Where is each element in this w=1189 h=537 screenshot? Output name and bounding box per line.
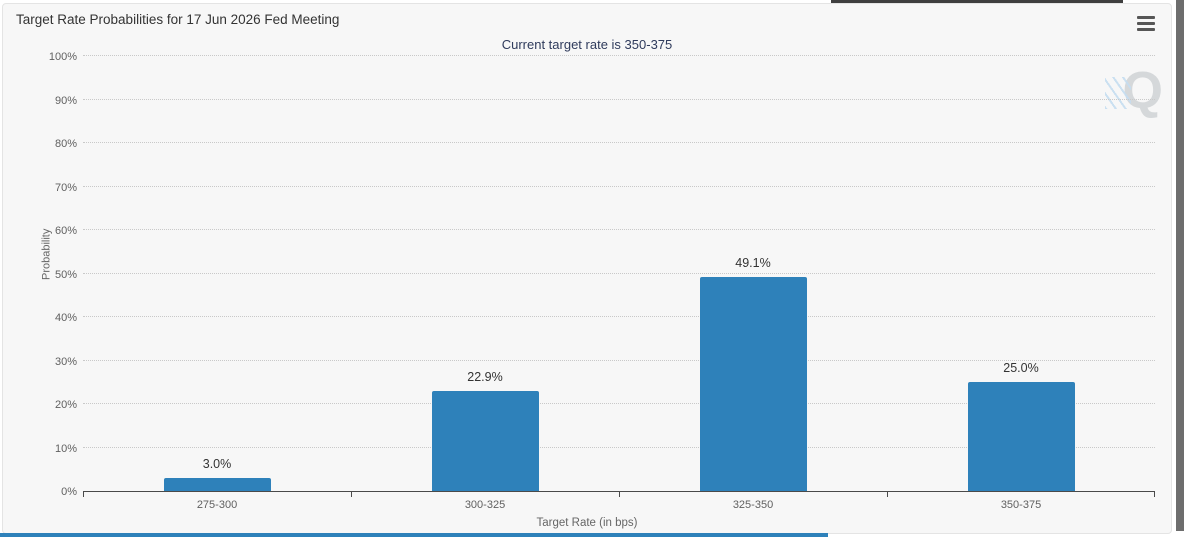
watermark-hatch-icon <box>1104 77 1131 110</box>
x-axis-tick <box>887 492 888 497</box>
bar-value-label: 25.0% <box>1003 361 1039 376</box>
bar-275-300[interactable] <box>163 477 271 491</box>
vertical-scrollbar-thumb[interactable] <box>1176 0 1184 531</box>
gridline <box>83 98 1155 100</box>
y-tick-label: 30% <box>54 355 77 368</box>
gridline <box>83 142 1155 143</box>
y-tick-label: 20% <box>54 399 77 411</box>
gridline <box>83 55 1155 56</box>
x-axis-tick <box>83 492 84 497</box>
x-category-label: 350-375 <box>1000 499 1042 511</box>
bottom-blue-strip <box>0 533 828 537</box>
x-category-label: 300-325 <box>464 499 506 511</box>
y-tick-label: 70% <box>54 181 77 194</box>
gridline <box>83 316 1155 317</box>
x-axis-tick <box>1154 492 1155 497</box>
chart-card: Target Rate Probabilities for 17 Jun 202… <box>2 3 1172 534</box>
hamburger-bar <box>1137 27 1155 31</box>
bar-value-label: 22.9% <box>467 370 503 385</box>
y-tick-label: 90% <box>54 94 77 107</box>
plot-area: Probability Q 0% 10% 20% 30% 40% 50% 60% 70% 80%… <box>41 51 1163 511</box>
hamburger-bar <box>1137 21 1155 26</box>
chart-subtitle: Current target rate is 350-375 <box>501 37 673 52</box>
x-axis-title: Target Rate (in bps) <box>536 517 638 529</box>
window-top-edge-line <box>831 0 1123 3</box>
gridline <box>83 272 1155 274</box>
y-tick-label: 100% <box>48 51 77 63</box>
y-tick-label: 80% <box>54 138 77 150</box>
bar-value-label: 49.1% <box>735 256 771 271</box>
x-axis-tick <box>351 492 352 497</box>
gridline <box>83 359 1155 361</box>
bar-325-350[interactable] <box>699 277 807 491</box>
x-axis-tick <box>619 492 620 497</box>
y-tick-label: 60% <box>54 225 77 237</box>
gridline <box>83 185 1155 187</box>
x-category-label: 275-300 <box>196 499 238 511</box>
quikstrike-watermark: Q <box>1104 65 1163 117</box>
chart-title: Target Rate Probabilities for 17 Jun 202… <box>16 12 340 27</box>
bar-300-325[interactable] <box>431 391 539 491</box>
gridline <box>83 229 1155 230</box>
x-category-label: 325-350 <box>732 499 774 511</box>
gridline <box>83 403 1155 404</box>
bar-value-label: 3.0% <box>202 456 232 471</box>
hamburger-bar <box>1137 16 1155 20</box>
gridline <box>83 446 1155 448</box>
hamburger-menu-icon[interactable] <box>1137 16 1155 31</box>
bar-350-375[interactable] <box>967 382 1075 491</box>
y-tick-label: 0% <box>61 486 77 498</box>
y-tick-label: 50% <box>54 268 77 281</box>
y-tick-label: 40% <box>54 312 77 324</box>
y-tick-label: 10% <box>54 442 77 455</box>
vertical-scrollbar-track[interactable] <box>1173 0 1189 537</box>
